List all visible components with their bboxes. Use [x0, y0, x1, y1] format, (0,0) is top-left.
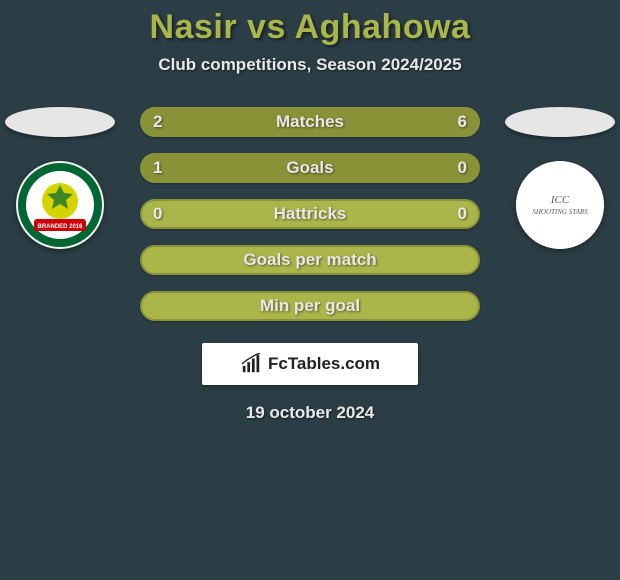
svg-text:BRANDED 2016: BRANDED 2016 — [37, 224, 83, 230]
stat-row: 2 6 Matches — [140, 107, 480, 137]
stat-label: Min per goal — [260, 296, 360, 316]
club-badge-left-icon: BRANDED 2016 — [16, 161, 104, 249]
stat-value-left: 1 — [153, 158, 162, 178]
infographic: Nasir vs Aghahowa Club competitions, Sea… — [0, 0, 620, 580]
stat-label: Matches — [276, 112, 344, 132]
stat-value-right: 0 — [458, 204, 467, 224]
stat-fill-right — [226, 108, 480, 136]
player-right-ellipse — [505, 107, 615, 137]
stat-row: 0 0 Hattricks — [140, 199, 480, 229]
player-left-ellipse — [5, 107, 115, 137]
stat-row: Goals per match — [140, 245, 480, 275]
stat-value-left: 2 — [153, 112, 162, 132]
brand-box: FcTables.com — [202, 343, 418, 385]
stat-label: Hattricks — [274, 204, 347, 224]
page-subtitle: Club competitions, Season 2024/2025 — [158, 55, 461, 75]
stat-row: Min per goal — [140, 291, 480, 321]
stat-value-right: 6 — [458, 112, 467, 132]
stat-row: 1 0 Goals — [140, 153, 480, 183]
page-title: Nasir vs Aghahowa — [150, 8, 471, 47]
svg-text:SHOOTING STARS: SHOOTING STARS — [532, 208, 588, 216]
brand-text: FcTables.com — [268, 354, 380, 374]
stat-value-right: 0 — [458, 158, 467, 178]
chart-icon — [240, 353, 262, 375]
stat-label: Goals — [286, 158, 333, 178]
stat-value-left: 0 — [153, 204, 162, 224]
svg-text:ICC: ICC — [550, 194, 570, 206]
stat-label: Goals per match — [243, 250, 376, 270]
club-logo-left: BRANDED 2016 — [16, 161, 104, 249]
date-text: 19 october 2024 — [246, 403, 375, 423]
club-badge-right-icon: ICC SHOOTING STARS — [516, 161, 604, 249]
comparison-area: BRANDED 2016 ICC SHOOTING STARS 2 6 Matche… — [0, 107, 620, 337]
club-logo-right: ICC SHOOTING STARS — [516, 161, 604, 249]
